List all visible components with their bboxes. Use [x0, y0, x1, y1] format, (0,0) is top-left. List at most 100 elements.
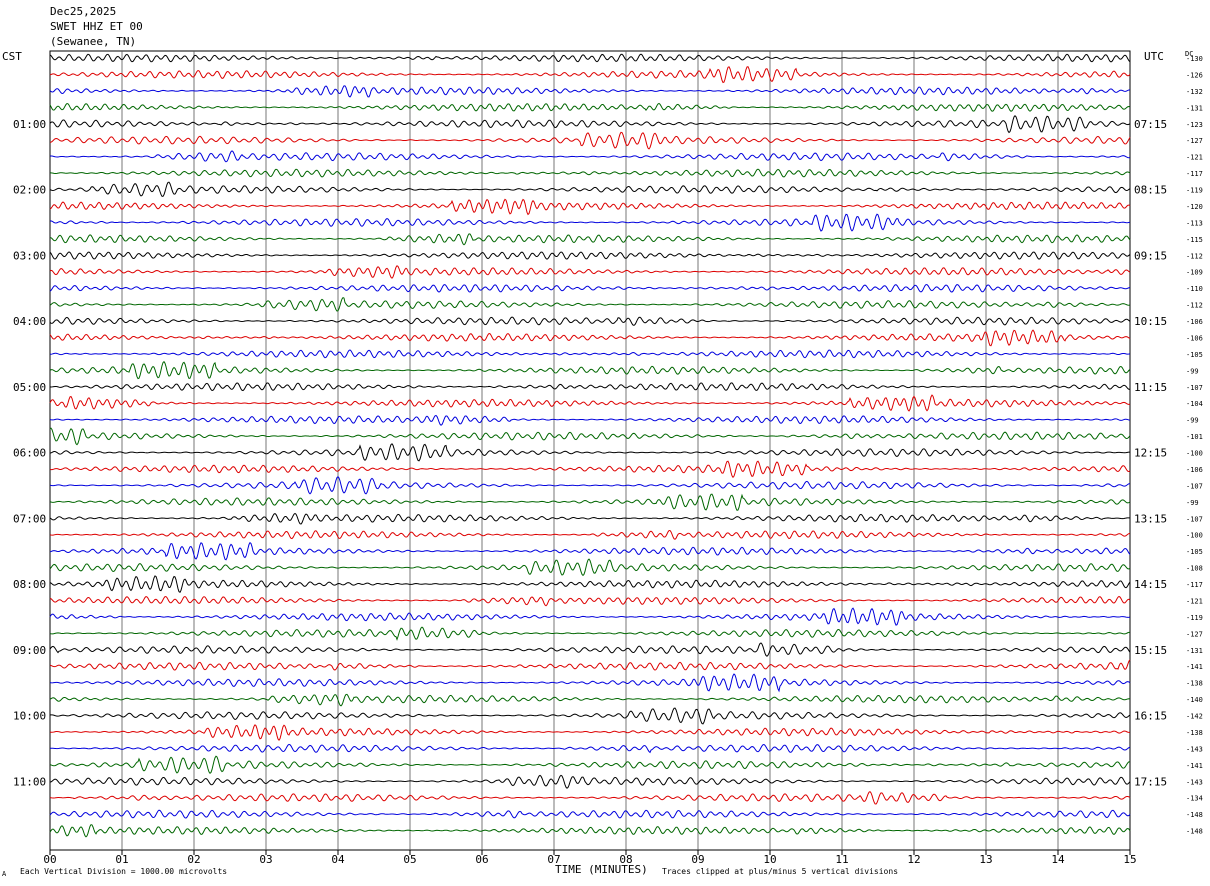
- timezone-right-label: UTC: [1144, 50, 1164, 63]
- trace-line: [49, 382, 1131, 392]
- dc-offset-label: -123: [1186, 121, 1203, 129]
- trace-line: [49, 791, 1131, 805]
- trace-line: [49, 316, 1131, 326]
- x-tick-label: 11: [835, 853, 848, 866]
- trace-line: [49, 558, 1131, 577]
- dc-offset-label: -141: [1186, 762, 1203, 770]
- hour-label-left: 01:00: [13, 118, 46, 131]
- dc-offset-label: -148: [1186, 828, 1203, 836]
- x-tick-label: 02: [187, 853, 200, 866]
- dc-offset-label: -110: [1186, 285, 1203, 293]
- trace-line: [49, 329, 1131, 347]
- dc-offset-label: -115: [1186, 236, 1203, 244]
- trace-line: [49, 724, 1131, 741]
- dc-offset-label: -104: [1186, 400, 1203, 408]
- vertical-division-note: Each Vertical Division = 1000.00 microvo…: [20, 867, 228, 876]
- dc-offset-label: -143: [1186, 778, 1203, 786]
- trace-line: [49, 181, 1131, 197]
- dc-offset-label: -138: [1186, 729, 1203, 737]
- trace-line: [49, 512, 1131, 525]
- x-tick-label: 12: [907, 853, 920, 866]
- dc-offset-label: -121: [1186, 597, 1203, 605]
- trace-line: [49, 150, 1131, 163]
- trace-line: [49, 673, 1131, 693]
- trace-line: [49, 475, 1131, 495]
- x-tick-label: 04: [331, 853, 345, 866]
- dc-offset-label: -138: [1186, 680, 1203, 688]
- dc-offset-label: -99: [1186, 499, 1199, 507]
- hour-label-right: 07:15: [1134, 118, 1167, 131]
- dc-offset-label: -107: [1186, 384, 1203, 392]
- x-tick-label: 00: [43, 853, 56, 866]
- trace-line: [49, 707, 1131, 725]
- trace-line: [49, 265, 1131, 279]
- hour-label-right: 08:15: [1134, 184, 1167, 197]
- dc-offset-label: -105: [1186, 351, 1203, 359]
- trace-line: [49, 251, 1131, 260]
- x-tick-label: 03: [259, 853, 272, 866]
- x-tick-label: 08: [619, 853, 632, 866]
- trace-line: [49, 529, 1131, 540]
- trace-line: [49, 213, 1131, 232]
- dc-offset-label: -140: [1186, 696, 1203, 704]
- trace-line: [49, 809, 1131, 819]
- hour-label-left: 11:00: [13, 775, 46, 788]
- dc-offset-label: -106: [1186, 334, 1203, 342]
- dc-offset-label: -121: [1186, 154, 1203, 162]
- trace-line: [49, 460, 1131, 479]
- hour-label-left: 02:00: [13, 184, 46, 197]
- hour-label-left: 03:00: [13, 249, 46, 262]
- hour-label-right: 15:15: [1134, 644, 1167, 657]
- trace-line: [49, 595, 1131, 607]
- trace-line: [49, 743, 1131, 754]
- dc-offset-header: DC: [1185, 50, 1194, 58]
- dc-offset-label: -127: [1186, 630, 1203, 638]
- dc-offset-label: -131: [1186, 104, 1203, 112]
- corner-mark: A: [2, 870, 7, 878]
- clipping-note: Traces clipped at plus/minus 5 vertical …: [662, 867, 899, 876]
- dc-offset-label: -107: [1186, 515, 1203, 523]
- trace-line: [49, 427, 1131, 446]
- trace-line: [49, 198, 1131, 216]
- trace-line: [49, 541, 1131, 561]
- trace-line: [49, 575, 1131, 593]
- x-axis-title: TIME (MINUTES): [555, 863, 648, 876]
- hour-label-left: 10:00: [13, 710, 46, 723]
- trace-line: [49, 394, 1131, 412]
- trace-line: [49, 349, 1131, 359]
- trace-line: [49, 53, 1131, 63]
- plot-frame: [49, 50, 1131, 851]
- dc-offset-label: -112: [1186, 302, 1203, 310]
- dc-offset-label: -127: [1186, 137, 1203, 145]
- dc-offset-label: -117: [1186, 581, 1203, 589]
- x-tick-label: 06: [475, 853, 488, 866]
- hour-label-right: 12:15: [1134, 447, 1167, 460]
- dc-offset-label: -99: [1186, 417, 1199, 425]
- x-tick-label: 14: [1051, 853, 1065, 866]
- x-tick-label: 05: [403, 853, 416, 866]
- dc-offset-label: -119: [1186, 614, 1203, 622]
- trace-line: [49, 607, 1131, 626]
- dc-offset-label: -106: [1186, 318, 1203, 326]
- hour-label-left: 06:00: [13, 447, 46, 460]
- hour-label-right: 13:15: [1134, 512, 1167, 525]
- dc-offset-label: -134: [1186, 795, 1203, 803]
- hour-label-right: 10:15: [1134, 315, 1167, 328]
- dc-offset-label: -141: [1186, 663, 1203, 671]
- trace-line: [49, 102, 1131, 112]
- trace-line: [49, 755, 1131, 774]
- x-tick-label: 13: [979, 853, 992, 866]
- dc-offset-label: -108: [1186, 565, 1203, 573]
- dc-offset-label: -130: [1186, 55, 1203, 63]
- dc-offset-label: -99: [1186, 367, 1199, 375]
- header-date: Dec25,2025: [50, 5, 117, 18]
- timezone-left-label: CST: [2, 50, 22, 63]
- x-tick-label: 10: [763, 853, 776, 866]
- hour-label-left: 05:00: [13, 381, 46, 394]
- dc-offset-label: -132: [1186, 88, 1203, 96]
- trace-line: [49, 414, 1131, 426]
- dc-offset-label: -120: [1186, 203, 1203, 211]
- trace-line: [49, 642, 1131, 657]
- dc-offset-label: -107: [1186, 482, 1203, 490]
